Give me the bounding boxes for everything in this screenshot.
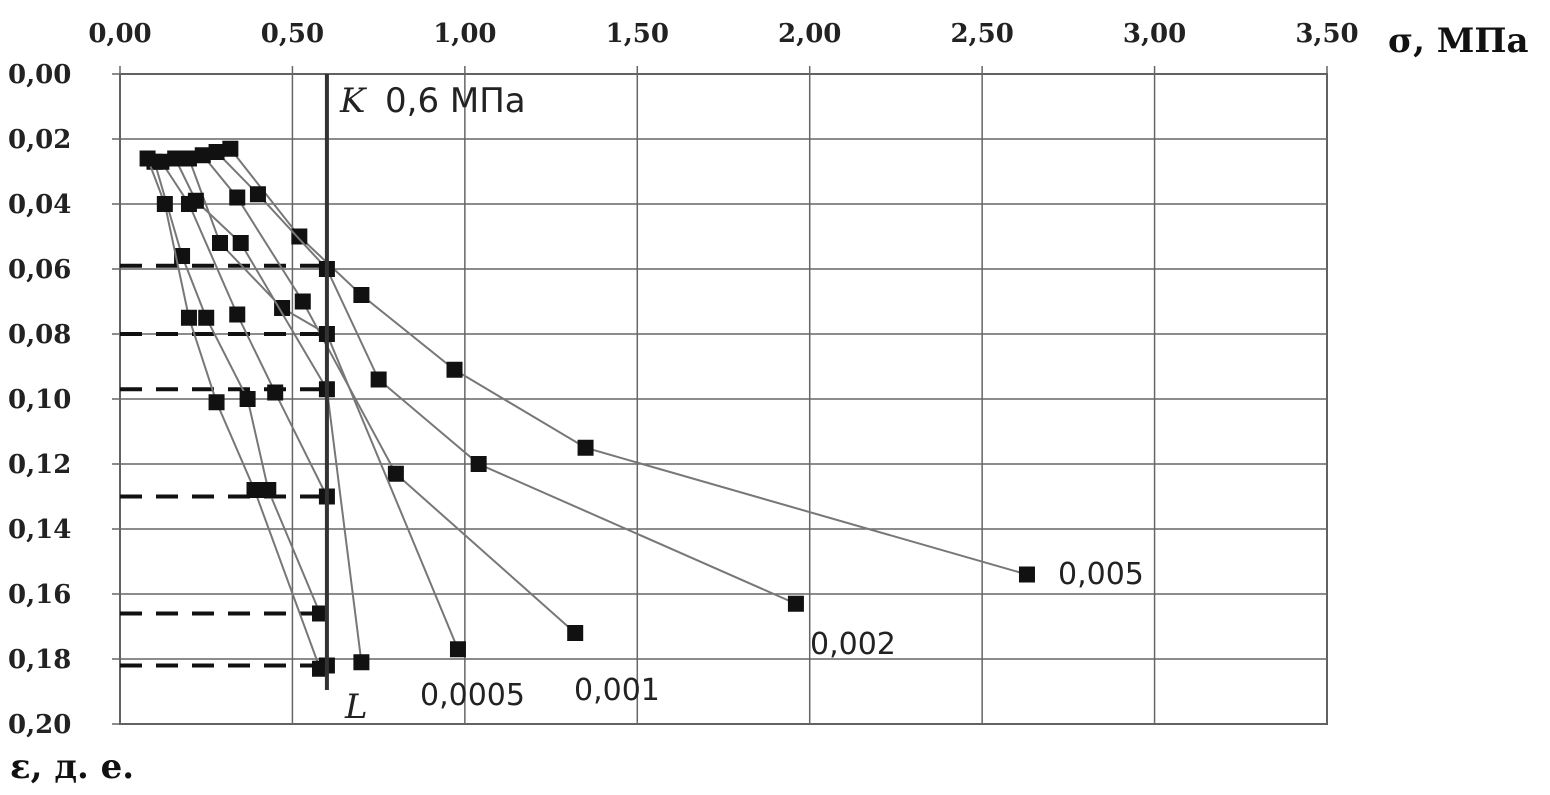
annotations: K 0,6 МПа L [324,74,526,727]
data-point [212,235,229,251]
x-tick-label: 1,00 [433,19,496,49]
y-axis-label: ε, д. е. [10,747,134,787]
y-tick-label: 0,06 [8,255,71,285]
data-point [167,150,184,167]
data-point [198,309,215,326]
data-point [567,625,584,641]
data-point [291,228,308,245]
y-tick-label: 0,04 [8,190,71,220]
series-line [153,161,321,614]
data-point [208,144,225,160]
data-point [787,595,804,612]
x-tick-label: 0,50 [261,19,324,49]
data-point [387,465,404,482]
data-point [449,641,466,658]
series-label: 0,002 [810,627,896,662]
data-point [239,391,256,407]
y-tick-label: 0,20 [8,710,71,740]
data-point [232,235,249,251]
data-point [312,605,329,622]
series-label: 0,0005 [420,678,525,713]
x-tick-label: 3,50 [1295,19,1358,49]
y-tick-label: 0,08 [8,320,71,350]
data-point [577,439,594,456]
series-line [229,148,1028,576]
series-label: 0,005 [1058,557,1144,592]
data-point [353,287,370,303]
y-tick-label: 0,14 [8,515,71,545]
data-point [222,140,239,157]
x-tick-label: 0,00 [88,19,151,49]
data-point [446,361,463,378]
x-tick-label: 2,50 [950,19,1013,49]
data-point [208,394,225,411]
x-tick-label: 2,00 [778,19,841,49]
y-tick-label: 0,18 [8,645,71,675]
x-tick-label: 1,50 [606,19,669,49]
y-tick-label: 0,10 [8,385,71,415]
data-point [249,186,266,203]
data-point [174,248,191,264]
data-point [229,189,246,206]
data-point [1018,566,1035,583]
data-point [370,371,387,388]
data-point [180,196,197,212]
data-point [229,306,246,323]
series-line [201,154,576,634]
x-tick-labels: 0,00 0,50 1,00 1,50 2,00 2,50 3,00 3,50 [88,19,1358,49]
series-label: 0,001 [574,673,660,708]
data-point [274,300,291,316]
series-line [215,151,797,605]
x-tick-label: 3,00 [1123,19,1186,49]
x-axis-label: σ, МПа [1388,21,1529,61]
y-tick-label: 0,02 [8,125,71,155]
data-point [194,147,211,164]
y-tick-labels: 0,00 0,02 0,04 0,06 0,08 0,10 0,12 0,14 0,16 0,18… [8,60,71,740]
data-point [353,654,370,671]
y-tick-label: 0,16 [8,580,71,610]
k-label: K [339,81,368,121]
data-point [260,482,277,498]
data-point [139,150,156,167]
data-point [267,384,284,401]
y-tick-label: 0,00 [8,60,71,90]
series-group: 0,005 0,002 0,001 0,0005 [139,140,1144,713]
k-value: 0,6 МПа [385,81,526,121]
data-point [246,482,263,498]
data-point [180,309,197,326]
y-tick-label: 0,12 [8,450,71,480]
chart-grid [112,66,1328,725]
dashed-levels [120,263,322,668]
data-point [312,660,329,677]
data-point [470,456,487,472]
data-point [156,196,173,212]
data-point [294,293,311,310]
data-point [180,150,197,167]
l-label: L [344,687,368,727]
